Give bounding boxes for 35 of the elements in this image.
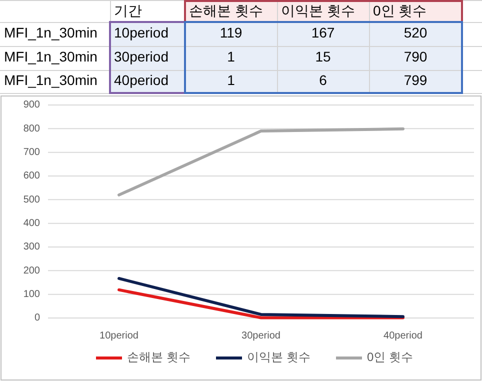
row2: 10period bbox=[114, 24, 168, 41]
ytick: 600 bbox=[23, 170, 40, 182]
ytick: 400 bbox=[23, 218, 40, 229]
column: 이익본 횟수 bbox=[281, 2, 355, 19]
data-label: 1 bbox=[227, 48, 235, 65]
row: MFI_1n_30min bbox=[4, 48, 98, 65]
ytick: 300 bbox=[23, 242, 40, 253]
row: MFI_1n_30min bbox=[4, 24, 98, 41]
ytick: 100 bbox=[23, 288, 40, 300]
annotation: 기간 bbox=[114, 2, 142, 19]
legend: 손해본 횟수 bbox=[127, 350, 190, 364]
row2: 40period bbox=[114, 72, 168, 88]
ytick: 700 bbox=[23, 146, 40, 158]
row: MFI_1n_30min bbox=[4, 72, 98, 88]
xtick: 40period bbox=[384, 330, 422, 342]
data-label: 15 bbox=[315, 48, 331, 65]
xtick: 10period bbox=[100, 330, 138, 342]
data-label: 119 bbox=[220, 24, 242, 41]
data-label: 1 bbox=[227, 72, 235, 88]
data-label: 167 bbox=[311, 24, 335, 41]
legend: 0인 횟수 bbox=[367, 350, 414, 364]
data-label: 799 bbox=[404, 72, 428, 88]
ytick: 800 bbox=[23, 123, 40, 134]
data-label: 520 bbox=[404, 24, 428, 41]
column: 0인 횟수 bbox=[373, 2, 427, 19]
row2: 30period bbox=[114, 48, 168, 65]
ytick: 500 bbox=[23, 194, 40, 206]
xtick: 30period bbox=[242, 330, 280, 342]
ytick: 0 bbox=[34, 312, 40, 324]
ytick: 200 bbox=[23, 265, 40, 276]
legend: 이익본 횟수 bbox=[247, 350, 310, 364]
ytick: 900 bbox=[23, 100, 40, 111]
data-label: 790 bbox=[404, 48, 428, 65]
data-label: 6 bbox=[319, 72, 327, 88]
column: 손해본 횟수 bbox=[189, 2, 263, 19]
